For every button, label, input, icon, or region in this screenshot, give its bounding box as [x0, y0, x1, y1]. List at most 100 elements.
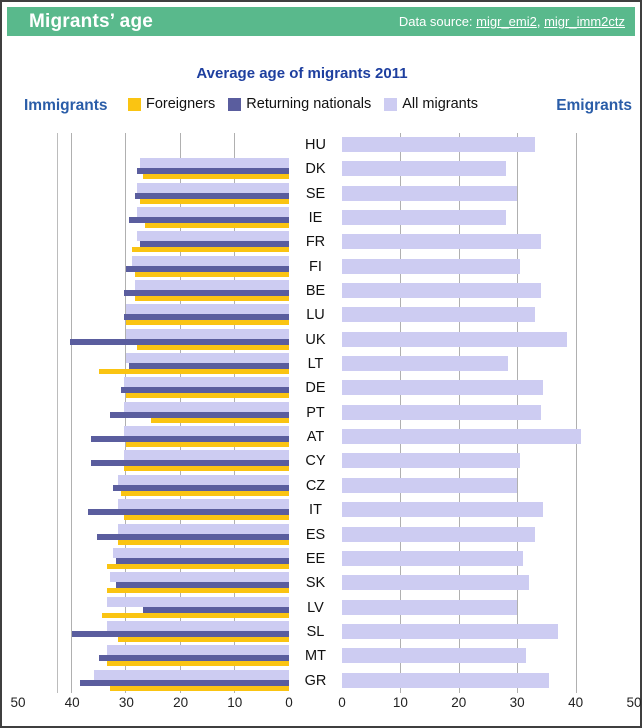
bar-foreigners-ES — [118, 539, 289, 545]
page-title: Migrants’ age — [29, 10, 154, 32]
bar-all-CY — [123, 450, 289, 461]
bar-returning-CZ — [112, 484, 289, 491]
emigrants-axis-ticks: 0 10 20 30 40 50 — [338, 695, 641, 711]
immigrants-row-CZ — [18, 474, 289, 498]
country-labels: HU DK SE IE FR FI BE LU UK LT DE PT AT CY CZ IT ES EE SK LV… — [289, 133, 342, 693]
emigrants-row-LV — [342, 596, 634, 620]
bar-emigrants-all-GR — [342, 672, 550, 688]
immigrants-row-HU — [18, 133, 289, 157]
country-label-MT: MT — [305, 648, 326, 665]
bar-foreigners-GR — [110, 685, 289, 691]
bar-emigrants-all-FR — [342, 234, 541, 250]
emigrants-row-SK — [342, 571, 634, 595]
emigrants-row-UK — [342, 328, 634, 352]
bar-foreigners-UK — [137, 344, 289, 350]
bar-emigrants-all-EE — [342, 550, 524, 566]
tick-right-30: 30 — [509, 695, 525, 710]
bar-emigrants-all-UK — [342, 331, 567, 347]
bar-all-LU — [126, 304, 289, 315]
data-source-link-migr-imm2ctz[interactable]: migr_imm2ctz — [544, 14, 625, 29]
emigrants-row-DE — [342, 376, 634, 400]
gridline-right-40 — [575, 133, 577, 693]
emigrants-row-AT — [342, 425, 634, 449]
immigrants-row-EE — [18, 547, 289, 571]
tick-right-40: 40 — [568, 695, 584, 710]
bar-returning-PT — [110, 411, 289, 418]
bar-all-LV — [107, 596, 289, 607]
bar-emigrants-all-DE — [342, 380, 544, 396]
bar-foreigners-MT — [107, 661, 289, 667]
bar-emigrants-all-BE — [342, 283, 541, 299]
data-source-link-migr-emi2[interactable]: migr_emi2 — [476, 14, 537, 29]
bar-all-MT — [107, 645, 289, 656]
emigrants-row-SL — [342, 620, 634, 644]
bar-emigrants-all-LT — [342, 356, 509, 372]
emigrants-row-FR — [342, 230, 634, 254]
legend-item-returning: Returning nationals — [228, 96, 371, 112]
legend-label-all: All migrants — [402, 96, 478, 112]
bar-emigrants-all-SL — [342, 623, 559, 639]
bar-all-AT — [123, 426, 289, 437]
bar-all-EE — [112, 547, 289, 558]
country-label-EE: EE — [305, 550, 326, 567]
immigrants-row-IE — [18, 206, 289, 230]
bar-all-GR — [93, 669, 289, 680]
bar-all-DE — [123, 377, 289, 388]
bar-foreigners-SE — [139, 198, 289, 204]
legend-item-foreigners: Foreigners — [127, 96, 215, 112]
country-label-GR: GR — [304, 672, 327, 689]
bar-returning-DK — [137, 168, 289, 175]
immigrants-axis-ticks: 50 40 30 20 10 0 — [10, 695, 292, 711]
bar-foreigners-LV — [102, 612, 289, 618]
bar-returning-SK — [115, 582, 289, 589]
bar-all-CZ — [118, 474, 289, 485]
data-source-label: Data source: — [398, 14, 473, 29]
tick-left-50: 50 — [10, 695, 26, 710]
emigrants-row-FI — [342, 255, 634, 279]
bar-returning-ES — [96, 533, 289, 540]
bar-returning-EE — [115, 557, 289, 564]
bar-emigrants-all-SE — [342, 185, 518, 201]
immigrants-row-PT — [18, 401, 289, 425]
country-label-AT: AT — [306, 429, 325, 446]
bar-emigrants-all-ES — [342, 526, 535, 542]
bar-returning-IE — [129, 217, 289, 224]
bar-all-ES — [118, 523, 289, 534]
bar-emigrants-all-PT — [342, 404, 541, 420]
immigrants-row-LT — [18, 352, 289, 376]
bar-foreigners-DK — [142, 174, 289, 180]
gridline-left-40 — [71, 133, 73, 693]
bar-emigrants-all-LU — [342, 307, 535, 323]
emigrants-row-MT — [342, 644, 634, 668]
bar-returning-LU — [123, 314, 289, 321]
tick-right-50: 50 — [626, 695, 642, 710]
country-label-CY: CY — [305, 453, 326, 470]
bar-returning-SE — [134, 192, 289, 199]
chart-title: Average age of migrants 2011 — [196, 65, 408, 82]
bar-all-PT — [123, 401, 289, 412]
country-label-ES: ES — [305, 526, 326, 543]
emigrants-row-LU — [342, 303, 634, 327]
bar-all-UK — [126, 328, 289, 339]
country-label-LT: LT — [307, 356, 324, 373]
bar-emigrants-all-DK — [342, 161, 506, 177]
bar-returning-GR — [80, 679, 289, 686]
bar-all-DK — [139, 158, 289, 169]
country-label-PT: PT — [306, 404, 325, 421]
bar-all-SE — [137, 182, 289, 193]
bar-foreigners-DE — [126, 393, 289, 399]
bar-foreigners-CZ — [120, 490, 289, 496]
bar-all-BE — [134, 280, 289, 291]
immigrants-plot-border — [57, 133, 58, 693]
tick-right-10: 10 — [392, 695, 408, 710]
immigrants-row-AT — [18, 425, 289, 449]
legend-label-returning: Returning nationals — [246, 96, 372, 112]
country-label-FI: FI — [309, 258, 322, 275]
bar-foreigners-EE — [107, 563, 289, 569]
bar-foreigners-FI — [134, 271, 289, 277]
immigrants-row-LV — [18, 596, 289, 620]
bar-returning-UK — [69, 338, 289, 345]
tick-left-10: 10 — [227, 695, 243, 710]
emigrants-row-ES — [342, 523, 634, 547]
bar-returning-AT — [91, 436, 289, 443]
